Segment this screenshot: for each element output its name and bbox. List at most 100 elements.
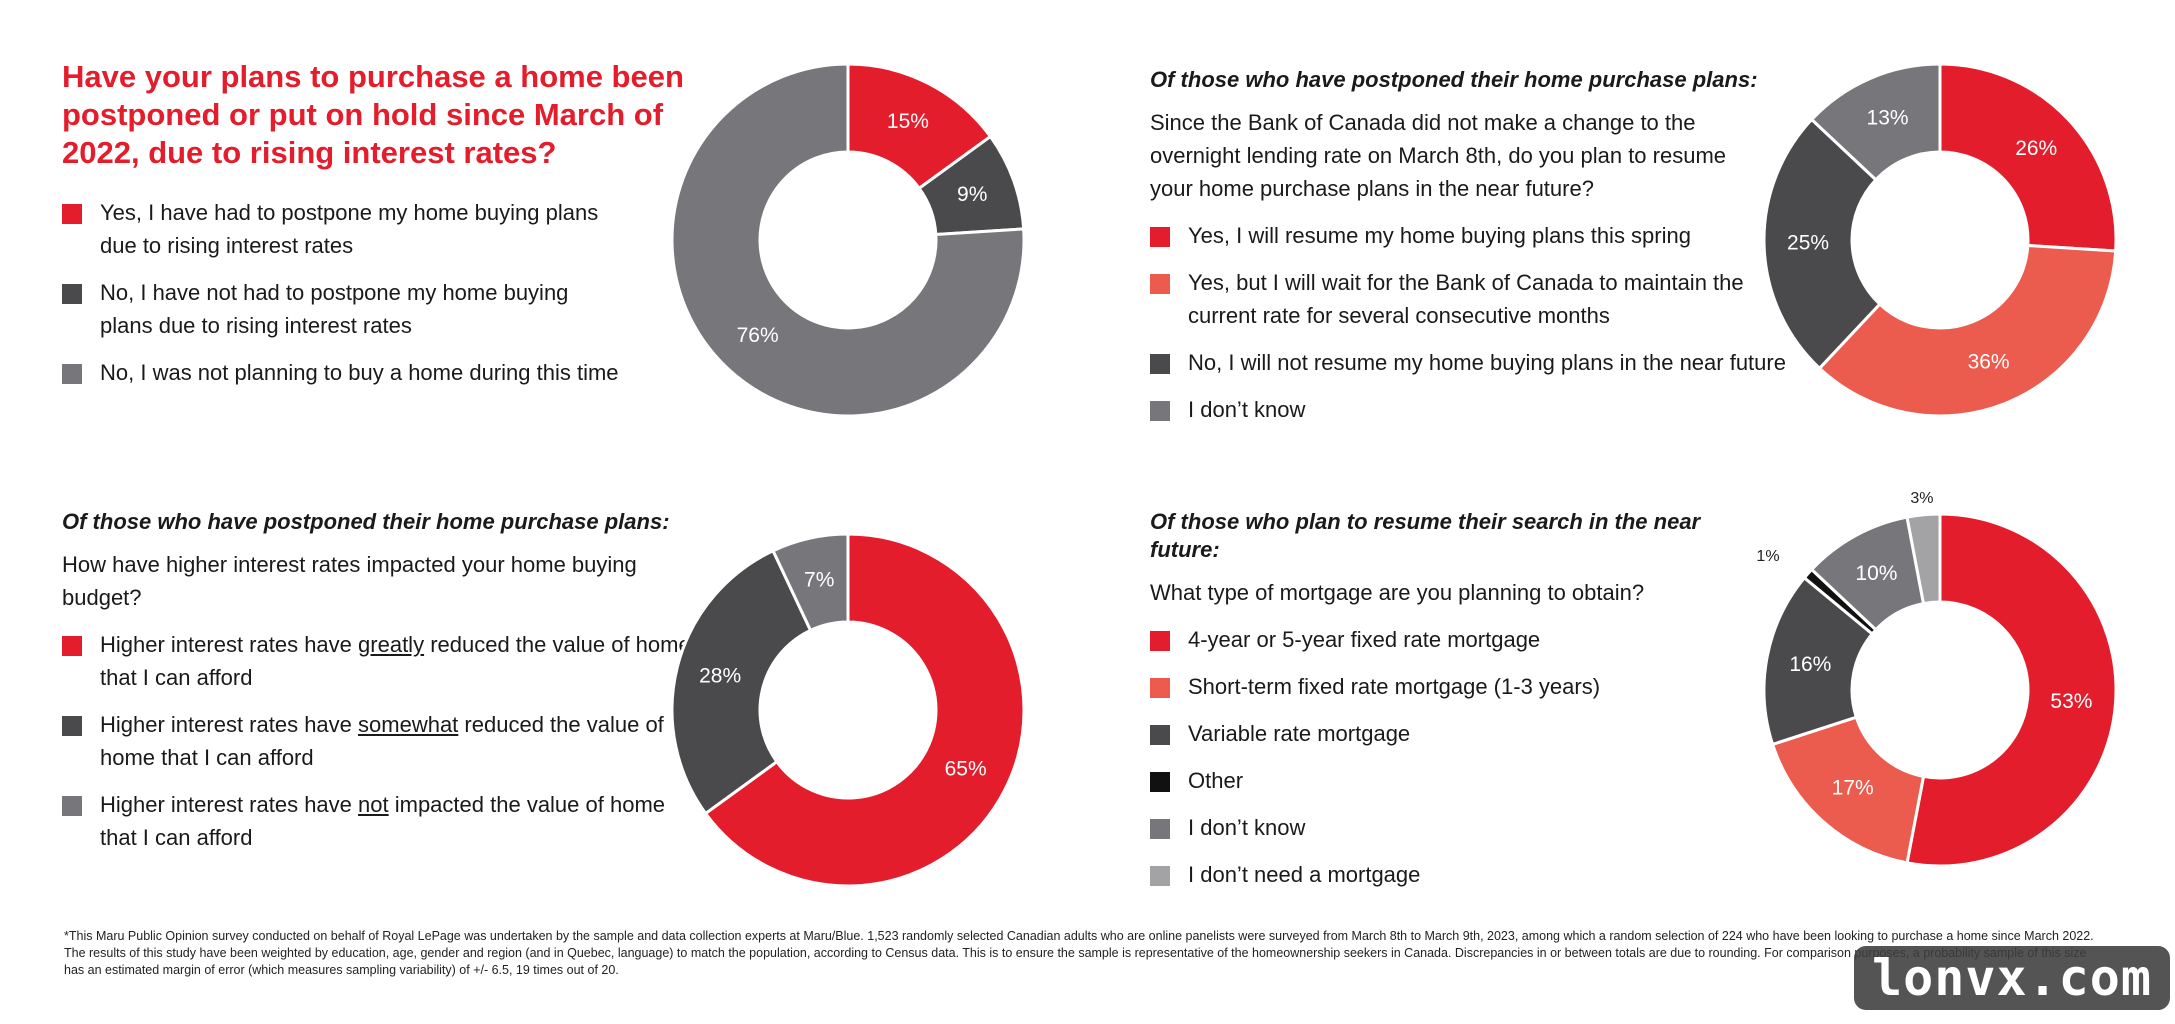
slice-label: 15% [887,110,929,133]
legend-swatch [1150,274,1170,294]
survey-footnote: *This Maru Public Opinion survey conduct… [64,929,2094,977]
panel-2-intro: Of those who have postponed their home p… [1150,67,1758,92]
panel-2-legend: Yes, I will resume my home buying plans … [1150,219,1790,426]
legend-label: No, I will not resume my home buying pla… [1188,350,1786,375]
legend-swatch [1150,866,1170,886]
panel-mortgage-type: Of those who plan to resume their search… [1150,508,1770,905]
legend-swatch [1150,401,1170,421]
legend-swatch [62,364,82,384]
legend-swatch [62,204,82,224]
slice-label: 9% [957,183,987,206]
donut-slice [670,62,1026,418]
legend-label: Higher interest rates have not impacted … [100,792,666,850]
legend-label: 4-year or 5-year fixed rate mortgage [1188,627,1541,652]
legend-item: 4-year or 5-year fixed rate mortgage [1150,623,1770,656]
legend-swatch [1150,227,1170,247]
legend-label: I don’t need a mortgage [1188,862,1421,887]
panel-3-legend: Higher interest rates have greatly reduc… [62,628,692,854]
donut-slice [1938,62,2118,253]
donut-slice [1905,512,1942,606]
slice-label: 26% [2015,137,2057,160]
legend-item: Higher interest rates have somewhat redu… [62,708,692,774]
legend-item: Other [1150,764,1770,797]
legend-swatch [1150,678,1170,698]
legend-item: Yes, I have had to postpone my home buyi… [62,196,622,262]
donut-slice [1809,62,1942,182]
donut-slice [771,532,850,633]
legend-item: I don’t know [1150,393,1790,426]
panel-1-legend: Yes, I have had to postpone my home buyi… [62,196,622,389]
legend-swatch [1150,631,1170,651]
legend-item: No, I will not resume my home buying pla… [1150,346,1790,379]
legend-label: Other [1188,768,1244,793]
panel-1-title: Have your plans to purchase a home been … [62,59,684,170]
legend-swatch [1150,772,1170,792]
slice-label: 13% [1867,106,1909,129]
donut-svg: 53% 17% 16% 1% 10% 3% [1756,490,2118,868]
panel-postponed: Have your plans to purchase a home been … [62,58,722,403]
donut-slice [1762,575,1875,747]
legend-swatch [62,796,82,816]
slice-label: 76% [737,324,779,347]
legend-label: Yes, I will resume my home buying plans … [1188,223,1691,248]
panel-4-question: What type of mortgage are you planning t… [1150,580,1645,605]
legend-item: Short-term fixed rate mortgage (1-3 year… [1150,670,1770,703]
donut-slice [1762,117,1882,371]
slice-label: 3% [1910,490,1933,507]
legend-label: Short-term fixed rate mortgage (1-3 year… [1188,674,1601,699]
donut-slice [846,62,993,191]
donut-svg: 65% 28% 7% [670,532,1026,888]
legend-swatch [62,284,82,304]
legend-swatch [62,636,82,656]
legend-label: Higher interest rates have greatly reduc… [100,632,691,690]
donut-slice [1817,243,2118,418]
panel-3-question: How have higher interest rates impacted … [62,552,637,610]
legend-label: No, I was not planning to buy a home dur… [100,360,619,385]
watermark-logo: lonvx.com [1854,946,2170,1010]
donut-chart-postponed: 15% 9% 76% [668,60,1028,420]
slice-label: 1% [1756,548,1779,565]
legend-item: No, I have not had to postpone my home b… [62,276,622,342]
legend-item: Yes, I will resume my home buying plans … [1150,219,1790,252]
legend-label: I don’t know [1188,397,1306,422]
slice-label: 10% [1855,562,1897,585]
legend-label: Higher interest rates have somewhat redu… [100,712,664,770]
slice-label: 17% [1832,777,1874,800]
legend-item: No, I was not planning to buy a home dur… [62,356,622,389]
slice-label: 53% [2050,690,2092,713]
legend-item: I don’t need a mortgage [1150,858,1770,891]
legend-swatch [1150,819,1170,839]
legend-item: I don’t know [1150,811,1770,844]
slice-label: 28% [699,665,741,688]
donut-chart-mortgage-type: 53% 17% 16% 1% 10% 3% [1756,490,2120,870]
legend-swatch [62,716,82,736]
legend-swatch [1150,354,1170,374]
donut-slice [1770,715,1926,865]
legend-label: I don’t know [1188,815,1306,840]
slice-label: 36% [1968,350,2010,373]
panel-budget-impact: Of those who have postponed their home p… [62,508,692,868]
donut-slice [1905,512,2118,868]
slice-label: 65% [945,757,987,780]
legend-swatch [1150,725,1170,745]
panel-4-legend: 4-year or 5-year fixed rate mortgage Shor… [1150,623,1770,891]
legend-item: Yes, but I will wait for the Bank of Can… [1150,266,1790,332]
panel-resume-plans: Of those who have postponed their home p… [1150,66,1790,440]
donut-chart-budget-impact: 65% 28% 7% [668,530,1028,890]
legend-item: Higher interest rates have greatly reduc… [62,628,692,694]
donut-slice [703,532,1026,888]
panel-3-intro: Of those who have postponed their home p… [62,509,670,534]
donut-svg: 26% 36% 25% 13% [1762,62,2118,418]
donut-slice [670,548,813,816]
legend-label: Variable rate mortgage [1188,721,1411,746]
legend-label: No, I have not had to postpone my home b… [100,280,569,338]
donut-svg: 15% 9% 76% [670,62,1026,418]
slice-label: 25% [1787,232,1829,255]
donut-chart-resume-plans: 26% 36% 25% 13% [1760,60,2120,420]
legend-label: Yes, but I will wait for the Bank of Can… [1188,270,1744,328]
panel-2-question: Since the Bank of Canada did not make a … [1150,110,1727,201]
slice-label: 16% [1789,653,1831,676]
panel-4-intro: Of those who plan to resume their search… [1150,509,1701,562]
legend-item: Variable rate mortgage [1150,717,1770,750]
slice-label: 7% [804,569,834,592]
